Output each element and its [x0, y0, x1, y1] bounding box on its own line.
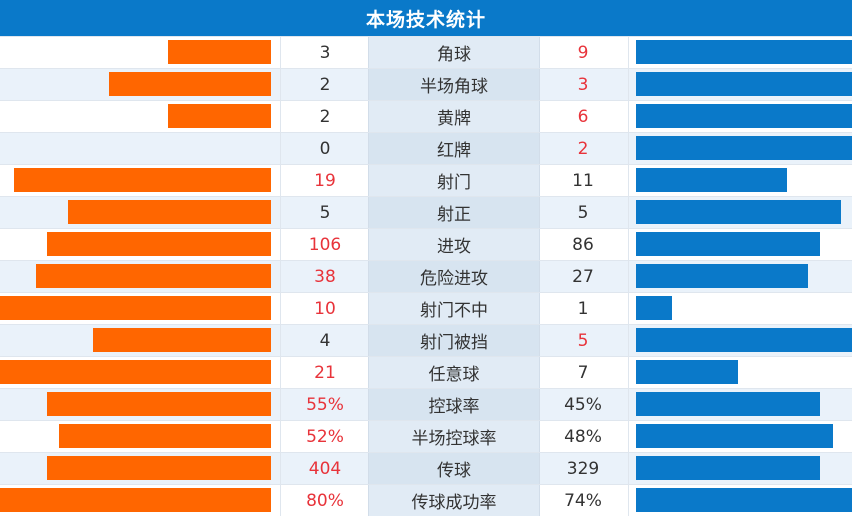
away-value: 329 [538, 453, 629, 484]
away-bar [636, 264, 808, 288]
home-bar [168, 40, 271, 64]
away-value: 86 [538, 229, 629, 260]
away-bar [636, 392, 820, 416]
stat-label: 控球率 [368, 389, 540, 420]
stat-label: 黄牌 [368, 101, 540, 132]
away-value: 45% [538, 389, 629, 420]
away-bar [636, 200, 841, 224]
home-bar [0, 296, 271, 320]
away-value: 9 [538, 37, 629, 68]
stat-row: 21 任意球 7 [0, 356, 852, 388]
home-value: 404 [280, 453, 369, 484]
away-value: 5 [538, 197, 629, 228]
stat-row: 3 角球 9 [0, 36, 852, 68]
home-bar [47, 392, 271, 416]
stat-label: 射门不中 [368, 293, 540, 324]
home-value: 106 [280, 229, 369, 260]
away-bar [636, 168, 787, 192]
home-value: 52% [280, 421, 369, 452]
away-bar [636, 360, 738, 384]
away-bar [636, 40, 852, 64]
stat-label: 角球 [368, 37, 540, 68]
away-value: 27 [538, 261, 629, 292]
stat-label: 传球成功率 [368, 485, 540, 516]
stats-title: 本场技术统计 [0, 0, 852, 36]
stat-row: 19 射门 11 [0, 164, 852, 196]
away-bar [636, 104, 852, 128]
stat-row: 2 黄牌 6 [0, 100, 852, 132]
home-bar [93, 328, 271, 352]
stat-label: 射正 [368, 197, 540, 228]
stat-row: 0 红牌 2 [0, 132, 852, 164]
away-value: 48% [538, 421, 629, 452]
away-value: 11 [538, 165, 629, 196]
home-bar [59, 424, 271, 448]
stat-label: 半场控球率 [368, 421, 540, 452]
away-value: 5 [538, 325, 629, 356]
away-value: 74% [538, 485, 629, 516]
away-bar [636, 424, 833, 448]
away-bar [636, 296, 672, 320]
stat-row: 55% 控球率 45% [0, 388, 852, 420]
stat-row: 10 射门不中 1 [0, 292, 852, 324]
stat-label: 射门 [368, 165, 540, 196]
away-value: 6 [538, 101, 629, 132]
home-value: 38 [280, 261, 369, 292]
stat-label: 进攻 [368, 229, 540, 260]
home-value: 21 [280, 357, 369, 388]
away-bar [636, 488, 852, 512]
stat-row: 38 危险进攻 27 [0, 260, 852, 292]
away-bar [636, 72, 852, 96]
stat-label: 红牌 [368, 133, 540, 164]
home-value: 3 [280, 37, 369, 68]
stat-row: 80% 传球成功率 74% [0, 484, 852, 516]
stat-label: 半场角球 [368, 69, 540, 100]
home-value: 4 [280, 325, 369, 356]
stat-label: 传球 [368, 453, 540, 484]
home-bar [36, 264, 271, 288]
home-bar [109, 72, 271, 96]
home-value: 2 [280, 69, 369, 100]
home-bar [168, 104, 271, 128]
away-value: 3 [538, 69, 629, 100]
away-value: 7 [538, 357, 629, 388]
home-bar [0, 360, 271, 384]
away-bar [636, 328, 852, 352]
home-value: 10 [280, 293, 369, 324]
home-value: 55% [280, 389, 369, 420]
away-value: 1 [538, 293, 629, 324]
away-bar [636, 456, 820, 480]
stat-row: 52% 半场控球率 48% [0, 420, 852, 452]
stat-row: 5 射正 5 [0, 196, 852, 228]
away-bar [636, 232, 820, 256]
home-value: 5 [280, 197, 369, 228]
stat-label: 危险进攻 [368, 261, 540, 292]
home-value: 2 [280, 101, 369, 132]
home-value: 0 [280, 133, 369, 164]
stat-label: 射门被挡 [368, 325, 540, 356]
home-bar [47, 232, 271, 256]
home-bar [68, 200, 271, 224]
stat-row: 2 半场角球 3 [0, 68, 852, 100]
stat-label: 任意球 [368, 357, 540, 388]
home-value: 19 [280, 165, 369, 196]
stat-row: 404 传球 329 [0, 452, 852, 484]
stat-row: 106 进攻 86 [0, 228, 852, 260]
home-bar [14, 168, 271, 192]
home-value: 80% [280, 485, 369, 516]
away-value: 2 [538, 133, 629, 164]
stat-row: 4 射门被挡 5 [0, 324, 852, 356]
home-bar [47, 456, 271, 480]
home-bar [0, 488, 271, 512]
away-bar [636, 136, 852, 160]
